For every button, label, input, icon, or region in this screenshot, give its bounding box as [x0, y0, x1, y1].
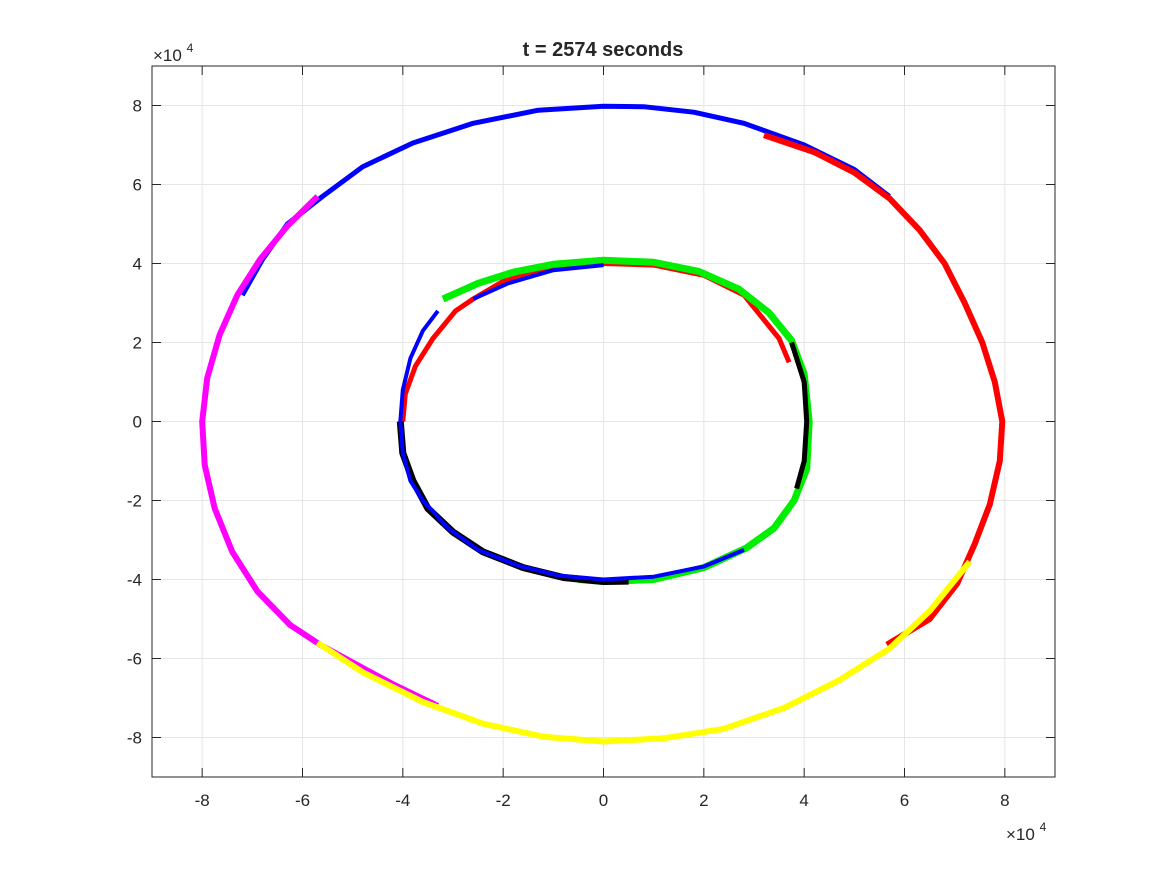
orbit-series-8: [789, 341, 810, 490]
x-tick-label: -6: [295, 791, 310, 810]
y-tick-label: 8: [133, 97, 142, 116]
y-tick-label: -6: [127, 650, 142, 669]
y-tick-label: -2: [127, 492, 142, 511]
y-tick-labels: -8 -6 -4 -2 0 2 4 6 8: [127, 97, 142, 748]
x-tick-label: 2: [699, 791, 708, 810]
x-exponent-label: ×10 4: [1006, 820, 1047, 844]
chart-title: t = 2574 seconds: [523, 39, 684, 61]
x-tick-label: 0: [599, 791, 608, 810]
orbit-series-9: [398, 309, 745, 582]
y-tick-label: 6: [133, 176, 142, 195]
orbit-series-10: [472, 263, 604, 301]
x-tick-label: -2: [496, 791, 511, 810]
x-tick-label: 4: [799, 791, 808, 810]
x-tick-label: 8: [1000, 791, 1009, 810]
x-exponent-power: 4: [1040, 820, 1047, 834]
y-tick-label: 4: [133, 255, 142, 274]
y-exponent-base: ×10: [153, 46, 182, 65]
y-tick-label: 0: [133, 413, 142, 432]
x-tick-label: -8: [195, 791, 210, 810]
y-exponent-power: 4: [187, 41, 194, 55]
y-tick-label: -8: [127, 729, 142, 748]
tick-marks: [152, 66, 1055, 777]
y-tick-label: 2: [133, 334, 142, 353]
x-tick-label: -4: [395, 791, 410, 810]
y-exponent-label: ×10 4: [153, 41, 194, 65]
orbit-series-group: [199, 103, 1006, 745]
x-tick-labels: -8 -6 -4 -2 0 2 4 6 8: [195, 791, 1010, 810]
y-tick-label: -4: [127, 571, 142, 590]
x-tick-label: 6: [900, 791, 909, 810]
x-exponent-base: ×10: [1006, 825, 1035, 844]
orbit-series-4: [315, 559, 973, 745]
